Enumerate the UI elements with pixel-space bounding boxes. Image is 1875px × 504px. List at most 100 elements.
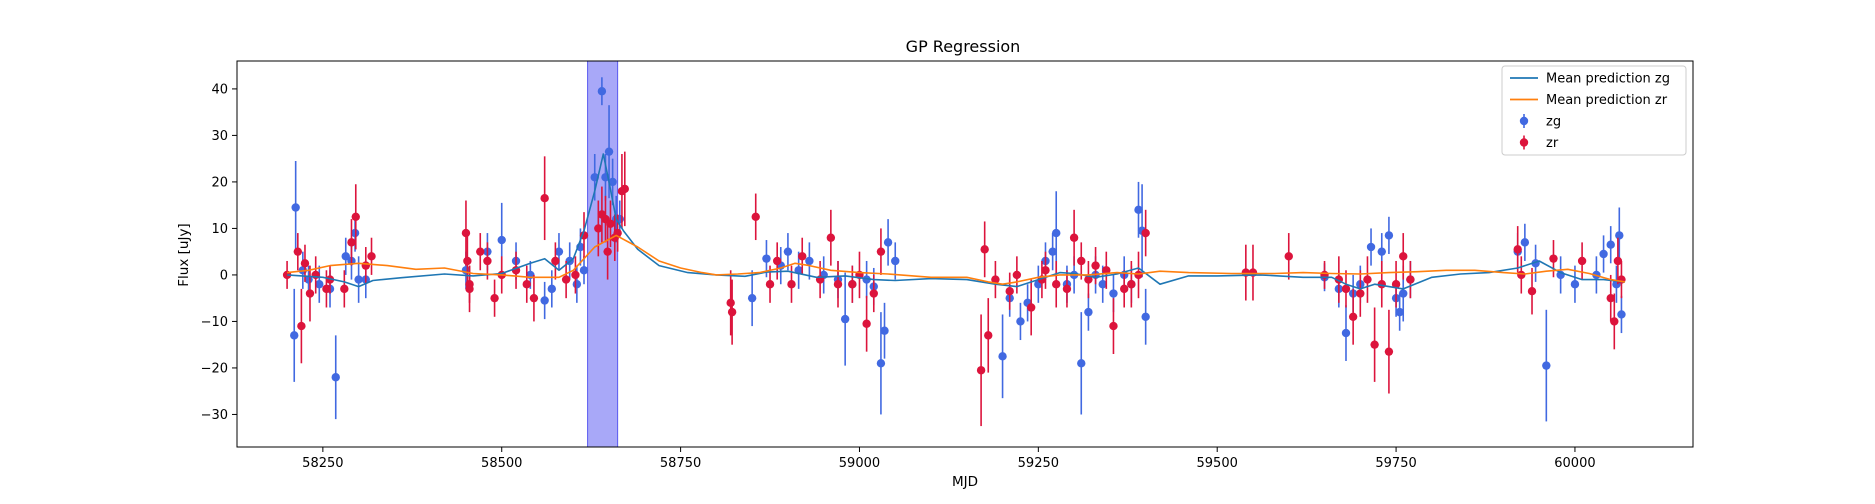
data-point-zr — [1370, 340, 1379, 349]
data-point-zr — [1613, 256, 1623, 266]
data-point-zr — [293, 247, 303, 256]
y-tick-label: −10 — [201, 315, 228, 330]
data-point-zr — [465, 284, 474, 294]
data-point-zg — [883, 238, 893, 247]
data-point-zg — [1016, 317, 1025, 326]
mean-prediction-line — [287, 234, 1626, 285]
data-point-zr — [1356, 289, 1365, 298]
legend-label: zr — [1546, 136, 1559, 151]
data-point-zr — [540, 193, 549, 203]
data-point-zr — [561, 275, 571, 284]
y-tick-label: 40 — [211, 82, 228, 97]
data-point-zr — [1384, 347, 1394, 356]
data-point-zg — [876, 359, 886, 368]
x-tick-label: 60000 — [1554, 456, 1595, 471]
data-point-zg — [497, 235, 506, 245]
x-axis: 58250 58500 58750 59000 59250 59500 59750 60000 — [302, 447, 1596, 471]
data-point-zg — [1109, 289, 1118, 298]
chart-title: GP Regression — [906, 37, 1021, 56]
data-point-zr — [727, 307, 737, 317]
legend-label: zg — [1546, 115, 1561, 130]
data-point-zr — [1363, 275, 1372, 284]
plot-frame — [236, 60, 1694, 448]
data-point-zr — [1284, 252, 1293, 261]
x-tick-label: 58500 — [481, 456, 522, 471]
data-point-zg — [1048, 247, 1057, 256]
data-point-zg — [604, 147, 614, 156]
legend: Mean prediction zg Mean prediction zr zg zr — [1501, 65, 1687, 156]
data-point-zr — [603, 247, 612, 256]
x-tick-label: 59000 — [839, 456, 880, 471]
y-tick-label: 30 — [211, 129, 228, 144]
data-point-zr — [476, 247, 485, 256]
y-tick-label: 0 — [220, 268, 228, 283]
y-tick-label: −30 — [201, 408, 228, 423]
highlight-span — [587, 60, 619, 448]
data-point-zg — [291, 203, 300, 212]
y-tick-label: 10 — [211, 222, 228, 237]
data-point-zg — [1134, 205, 1143, 215]
data-point-zg — [1399, 289, 1408, 298]
data-point-zg — [315, 280, 324, 289]
y-axis-label: Flux [uJy] — [176, 223, 192, 286]
data-point-zr — [300, 259, 310, 268]
data-point-zg — [1617, 310, 1626, 319]
data-point-zr — [463, 256, 472, 266]
data-point-zg — [1606, 240, 1615, 249]
y-tick-label: 20 — [211, 175, 228, 190]
data-point-zg — [1395, 307, 1404, 317]
data-point-zr — [1577, 256, 1587, 266]
data-point-zg — [762, 254, 771, 263]
data-point-zr — [976, 366, 986, 375]
data-point-zr — [1606, 293, 1615, 303]
data-point-zr — [787, 280, 796, 289]
data-point-zr — [876, 247, 886, 256]
data-point-zr — [311, 270, 320, 280]
data-point-zg — [341, 252, 350, 261]
x-tick-label: 58750 — [660, 456, 701, 471]
y-axis: −30 −20 −10 0 10 20 30 40 — [201, 82, 237, 423]
data-point-zg — [840, 314, 850, 324]
data-point-zg — [354, 275, 363, 284]
data-point-zr — [483, 256, 492, 266]
data-point-zg — [1615, 231, 1624, 240]
data-point-zr — [980, 245, 989, 254]
data-point-zg — [1384, 231, 1394, 240]
data-point-zg — [891, 256, 900, 266]
data-point-zr — [984, 331, 993, 340]
legend-point-swatch — [1519, 116, 1529, 126]
data-point-zg — [1542, 361, 1551, 370]
data-point-zg — [290, 331, 299, 340]
data-point-zr — [1077, 256, 1086, 266]
data-point-zg — [579, 266, 589, 275]
data-point-zg — [1141, 312, 1150, 321]
data-point-zr — [571, 270, 580, 280]
data-point-zr — [1141, 228, 1150, 238]
data-point-zr — [297, 321, 306, 331]
data-point-zr — [1517, 270, 1526, 280]
data-point-zr — [529, 293, 539, 303]
legend-point-swatch — [1519, 138, 1529, 147]
data-point-zg — [1084, 307, 1093, 317]
data-point-zr — [848, 280, 857, 289]
data-point-zr — [340, 284, 349, 294]
x-tick-label: 59750 — [1375, 456, 1416, 471]
y-tick-label: −20 — [201, 361, 228, 376]
data-point-zr — [551, 256, 560, 266]
data-point-zr — [1102, 266, 1111, 275]
x-tick-label: 58250 — [302, 456, 343, 471]
mean-prediction-line — [287, 153, 1626, 290]
data-point-zr — [1052, 280, 1061, 289]
plot-area — [282, 60, 1626, 448]
data-point-zr — [1119, 284, 1129, 294]
data-point-zr — [1549, 254, 1558, 263]
legend-label: Mean prediction zg — [1546, 72, 1670, 87]
data-point-zg — [862, 275, 871, 284]
data-point-zr — [1399, 252, 1408, 261]
data-point-zr — [1527, 287, 1537, 296]
data-point-zg — [1570, 280, 1580, 289]
data-point-zg — [608, 177, 617, 187]
data-point-zg — [1520, 238, 1530, 247]
data-point-zg — [1599, 249, 1608, 259]
